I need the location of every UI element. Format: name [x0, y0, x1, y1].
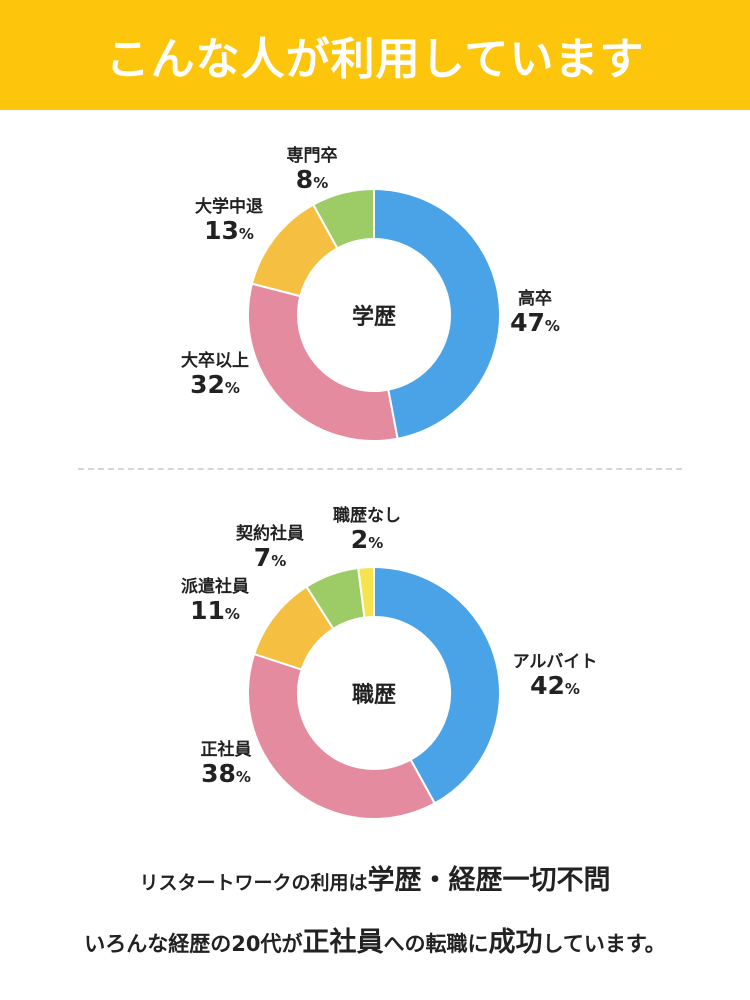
- percent-unit: %: [313, 173, 329, 192]
- education-label-value: 47%: [510, 307, 560, 337]
- percent-unit: %: [564, 679, 580, 698]
- education-label-name: 大卒以上: [181, 351, 249, 371]
- footer-line-2-emphasis-success: 成功: [488, 927, 543, 958]
- work-history-slice-none: [357, 565, 375, 619]
- footer-line-2-text-mid: への転職に: [383, 932, 489, 956]
- footer-line-2-emphasis-fulltime: 正社員: [302, 927, 384, 958]
- education-slice-high-school: [373, 187, 501, 440]
- work-history-label-dispatch: 派遣社員 11%: [181, 578, 249, 624]
- education-label-name: 高卒: [517, 289, 552, 309]
- work-history-label-value: 7%: [236, 542, 304, 572]
- footer-line-1-emphasis: 学歴・経歴一切不問: [367, 865, 611, 896]
- education-label-university: 大卒以上 32%: [181, 352, 249, 398]
- education-label-dropout: 大学中退 13%: [195, 198, 263, 244]
- footer-line-2-text-end: しています。: [542, 932, 666, 956]
- footer-line-2-text: いろんな経歴の20代が: [84, 932, 303, 956]
- education-label-name: 専門卒: [286, 146, 338, 166]
- education-label-value: 8%: [287, 164, 338, 194]
- work-history-slice-part-time: [373, 565, 501, 805]
- percent-unit: %: [544, 316, 560, 335]
- education-value: 13: [204, 215, 239, 245]
- education-donut-svg: [247, 187, 501, 442]
- work-history-label-part-time: アルバイト 42%: [513, 653, 598, 699]
- footer-line-2: いろんな経歴の20代が正社員への転職に成功しています。: [0, 920, 750, 959]
- footer-line-1-text: リスタートワークの利用は: [139, 872, 368, 894]
- percent-unit: %: [368, 533, 384, 552]
- work-history-donut-svg: [247, 565, 501, 820]
- work-history-value: 38: [201, 758, 236, 788]
- education-slice-vocational: [311, 187, 375, 250]
- percent-unit: %: [271, 551, 287, 570]
- dashed-divider: [78, 468, 682, 470]
- percent-unit: %: [224, 604, 240, 623]
- education-value: 8: [295, 164, 314, 194]
- education-label-high-school: 高卒 47%: [510, 290, 560, 336]
- education-center-label: 学歴: [351, 305, 397, 330]
- work-history-value: 7: [253, 542, 272, 572]
- education-label-vocational: 専門卒 8%: [287, 147, 338, 193]
- work-history-label-value: 11%: [181, 595, 249, 625]
- education-label-name: 大学中退: [195, 197, 263, 217]
- work-history-label-name: 契約社員: [236, 524, 304, 544]
- work-history-center-label: 職歴: [351, 683, 397, 708]
- work-history-value: 42: [530, 670, 565, 700]
- work-history-donut-chart: 職歴 アルバイト 42% 正社員 38% 派遣社員 11% 契約社員 7% 職歴…: [0, 488, 750, 868]
- work-history-value: 11: [190, 595, 225, 625]
- work-history-label-full-time: 正社員 38%: [201, 741, 252, 787]
- work-history-label-name: 職歴なし: [333, 506, 401, 526]
- work-history-label-value: 2%: [333, 524, 401, 554]
- education-slice-university: [247, 282, 399, 442]
- education-label-value: 13%: [195, 215, 263, 245]
- percent-unit: %: [238, 224, 254, 243]
- page-title: こんな人が利用しています: [105, 34, 645, 85]
- work-history-label-name: 派遣社員: [181, 577, 249, 597]
- work-history-label-none: 職歴なし 2%: [333, 507, 401, 553]
- education-value: 47: [510, 307, 545, 337]
- percent-unit: %: [235, 767, 251, 786]
- work-history-label-name: アルバイト: [512, 652, 598, 672]
- header-banner: こんな人が利用しています: [0, 0, 750, 110]
- education-label-value: 32%: [181, 369, 249, 399]
- work-history-label-value: 42%: [513, 670, 598, 700]
- percent-unit: %: [224, 378, 240, 397]
- education-value: 32: [190, 369, 225, 399]
- education-donut-chart: 学歴 高卒 47% 大卒以上 32% 大学中退 13% 専門卒 8%: [0, 110, 750, 490]
- work-history-label-contract: 契約社員 7%: [236, 525, 304, 571]
- work-history-label-name: 正社員: [200, 740, 252, 760]
- footer-line-1: リスタートワークの利用は学歴・経歴一切不問: [0, 858, 750, 897]
- work-history-value: 2: [350, 524, 369, 554]
- work-history-slice-full-time: [247, 652, 437, 820]
- work-history-label-value: 38%: [201, 758, 252, 788]
